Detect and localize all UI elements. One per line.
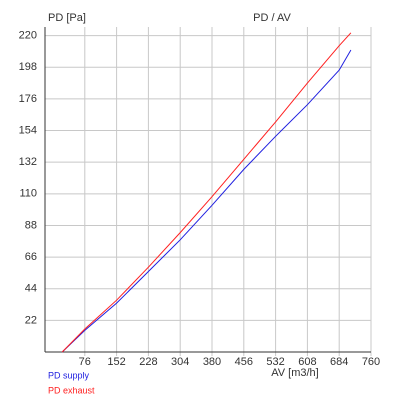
y-tick-label: 110 (19, 188, 37, 200)
x-tick-label: 380 (203, 356, 221, 368)
y-tick-label: 176 (19, 93, 37, 105)
y-tick-label: 66 (25, 251, 37, 263)
x-tick-label: 228 (139, 356, 157, 368)
x-tick-label: 532 (266, 356, 284, 368)
y-tick-label: 198 (19, 61, 37, 73)
legend-entry: PD exhaust (48, 385, 95, 395)
x-tick-label: 76 (79, 356, 91, 368)
x-tick-label: 760 (362, 356, 380, 368)
y-axis-label: PD [Pa] (48, 12, 86, 24)
x-tick-label: 684 (330, 356, 348, 368)
y-tick-label: 220 (19, 30, 37, 42)
y-tick-label: 88 (25, 219, 37, 231)
x-tick-label: 152 (107, 356, 125, 368)
y-tick-label: 132 (19, 156, 37, 168)
series-line (61, 49, 352, 353)
y-tick-label: 22 (25, 314, 37, 326)
legend-entry: PD supply (48, 370, 90, 380)
x-tick-label: 456 (235, 356, 253, 368)
x-tick-label: 608 (298, 356, 316, 368)
series-line (61, 32, 352, 353)
y-tick-label: 154 (19, 124, 37, 136)
x-tick-label: 304 (171, 356, 189, 368)
x-axis-label: AV [m3/h] (271, 367, 318, 379)
y-tick-label: 44 (25, 283, 37, 295)
chart-title: PD / AV (253, 12, 291, 24)
